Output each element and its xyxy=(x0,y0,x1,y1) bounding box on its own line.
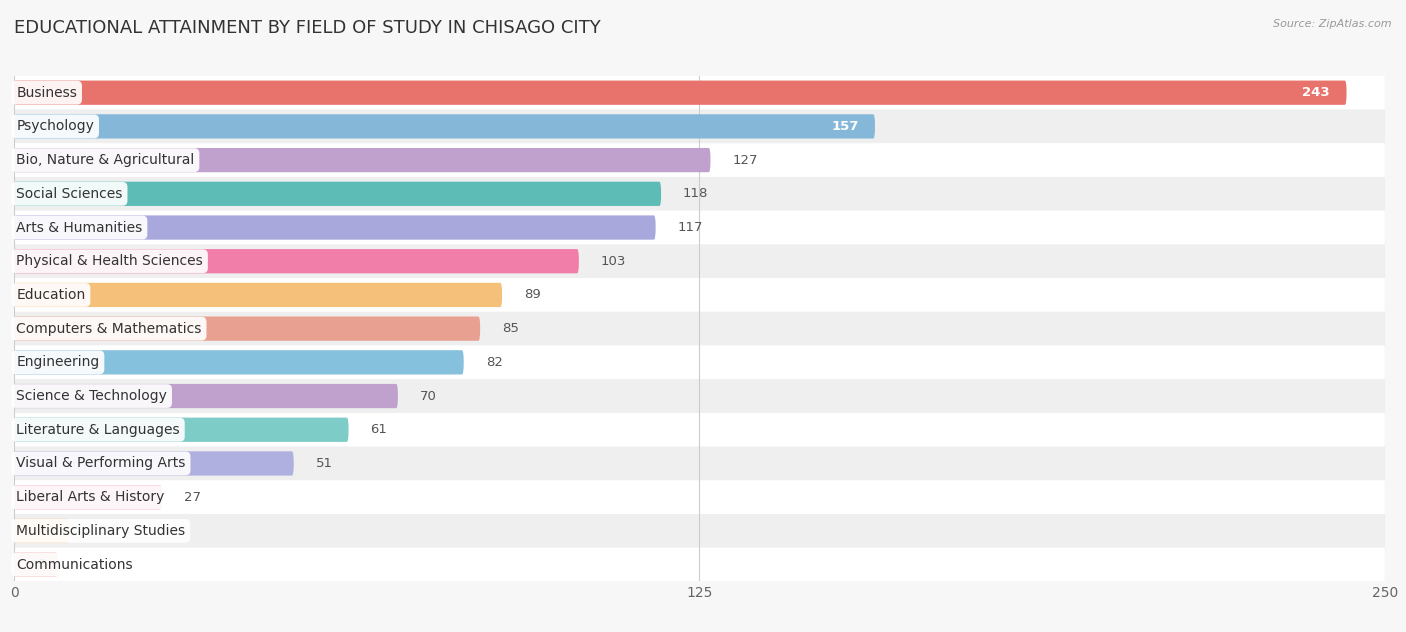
Text: Communications: Communications xyxy=(17,557,132,571)
FancyBboxPatch shape xyxy=(14,552,58,577)
FancyBboxPatch shape xyxy=(14,148,710,173)
FancyBboxPatch shape xyxy=(14,143,1385,177)
Text: Source: ZipAtlas.com: Source: ZipAtlas.com xyxy=(1274,19,1392,29)
FancyBboxPatch shape xyxy=(14,350,464,375)
FancyBboxPatch shape xyxy=(14,312,1385,346)
FancyBboxPatch shape xyxy=(14,181,661,206)
Text: Liberal Arts & History: Liberal Arts & History xyxy=(17,490,165,504)
FancyBboxPatch shape xyxy=(14,519,69,543)
Text: Business: Business xyxy=(17,86,77,100)
Text: Physical & Health Sciences: Physical & Health Sciences xyxy=(17,254,202,268)
FancyBboxPatch shape xyxy=(14,346,1385,379)
FancyBboxPatch shape xyxy=(14,278,1385,312)
Text: Visual & Performing Arts: Visual & Performing Arts xyxy=(17,456,186,470)
Text: 51: 51 xyxy=(316,457,333,470)
FancyBboxPatch shape xyxy=(14,379,1385,413)
Text: EDUCATIONAL ATTAINMENT BY FIELD OF STUDY IN CHISAGO CITY: EDUCATIONAL ATTAINMENT BY FIELD OF STUDY… xyxy=(14,19,600,37)
FancyBboxPatch shape xyxy=(14,109,1385,143)
FancyBboxPatch shape xyxy=(14,80,1347,105)
FancyBboxPatch shape xyxy=(14,413,1385,447)
FancyBboxPatch shape xyxy=(14,317,481,341)
Text: 82: 82 xyxy=(485,356,502,369)
FancyBboxPatch shape xyxy=(14,283,502,307)
FancyBboxPatch shape xyxy=(14,418,349,442)
Text: Social Sciences: Social Sciences xyxy=(17,187,122,201)
Text: 27: 27 xyxy=(184,490,201,504)
Text: Psychology: Psychology xyxy=(17,119,94,133)
Text: Science & Technology: Science & Technology xyxy=(17,389,167,403)
Text: 10: 10 xyxy=(91,525,108,537)
Text: 0: 0 xyxy=(37,558,45,571)
Text: 127: 127 xyxy=(733,154,758,167)
FancyBboxPatch shape xyxy=(14,177,1385,210)
FancyBboxPatch shape xyxy=(14,447,1385,480)
Text: 70: 70 xyxy=(420,389,437,403)
Text: Literature & Languages: Literature & Languages xyxy=(17,423,180,437)
Text: 243: 243 xyxy=(1302,86,1330,99)
FancyBboxPatch shape xyxy=(14,480,1385,514)
Text: Bio, Nature & Agricultural: Bio, Nature & Agricultural xyxy=(17,153,194,167)
Text: Multidisciplinary Studies: Multidisciplinary Studies xyxy=(17,524,186,538)
Text: 157: 157 xyxy=(831,120,859,133)
FancyBboxPatch shape xyxy=(14,384,398,408)
FancyBboxPatch shape xyxy=(14,451,294,476)
FancyBboxPatch shape xyxy=(14,76,1385,109)
Text: 89: 89 xyxy=(524,288,541,301)
FancyBboxPatch shape xyxy=(14,485,162,509)
FancyBboxPatch shape xyxy=(14,514,1385,548)
Text: Computers & Mathematics: Computers & Mathematics xyxy=(17,322,201,336)
FancyBboxPatch shape xyxy=(14,216,655,240)
FancyBboxPatch shape xyxy=(14,245,1385,278)
Text: 118: 118 xyxy=(683,187,709,200)
Text: Education: Education xyxy=(17,288,86,302)
FancyBboxPatch shape xyxy=(14,210,1385,245)
Text: 61: 61 xyxy=(371,423,388,436)
Text: 85: 85 xyxy=(502,322,519,335)
FancyBboxPatch shape xyxy=(14,249,579,274)
FancyBboxPatch shape xyxy=(14,114,875,138)
FancyBboxPatch shape xyxy=(14,548,1385,581)
Text: 103: 103 xyxy=(600,255,626,268)
Text: 117: 117 xyxy=(678,221,703,234)
Text: Engineering: Engineering xyxy=(17,355,100,369)
Text: Arts & Humanities: Arts & Humanities xyxy=(17,221,142,234)
